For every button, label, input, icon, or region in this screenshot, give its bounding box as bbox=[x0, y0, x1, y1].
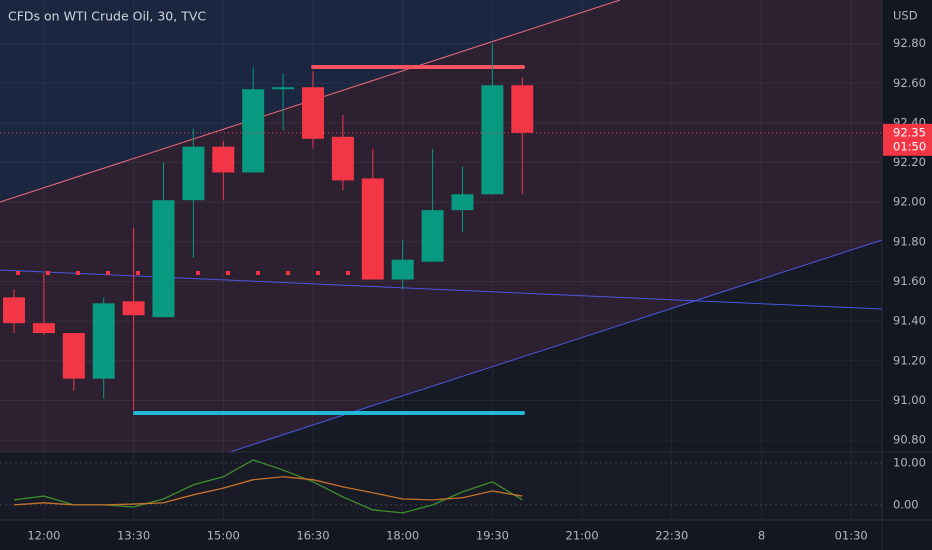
last-price-label: 92.35 bbox=[893, 125, 926, 139]
y-tick-label: 91.40 bbox=[893, 314, 926, 328]
x-tick-label: 15:00 bbox=[207, 529, 240, 543]
candle-body bbox=[361, 178, 384, 280]
candle-body bbox=[331, 136, 354, 181]
y-tick-label: 91.60 bbox=[893, 274, 926, 288]
candle-body bbox=[421, 210, 444, 262]
trend-line bbox=[0, 269, 883, 310]
currency: USD bbox=[893, 9, 918, 23]
candle-body bbox=[62, 333, 85, 379]
x-tick-label: 18:00 bbox=[386, 529, 419, 543]
y-tick-label: 90.80 bbox=[893, 433, 926, 447]
x-tick-label: 19:30 bbox=[476, 529, 509, 543]
y-tick-label: 92.60 bbox=[893, 76, 926, 90]
candle-body bbox=[242, 89, 265, 173]
axes: 92.8092.6092.4092.2092.0091.8091.6091.40… bbox=[27, 36, 932, 543]
last-price-box bbox=[883, 123, 932, 156]
y-tick-label: 92.80 bbox=[893, 36, 926, 50]
candle-body bbox=[451, 194, 474, 211]
x-tick-label: 22:30 bbox=[655, 529, 688, 543]
y-tick-label: 92.20 bbox=[893, 155, 926, 169]
y-tick-label: 0.00 bbox=[893, 497, 919, 511]
candle-body bbox=[182, 146, 205, 201]
indicator-panel bbox=[0, 452, 882, 520]
candle-body bbox=[32, 323, 55, 334]
y-tick-label: 91.00 bbox=[893, 393, 926, 407]
x-tick-label: 12:00 bbox=[27, 529, 60, 543]
candle-body bbox=[212, 146, 235, 173]
x-tick-label: 8 bbox=[758, 529, 765, 543]
candle-body bbox=[122, 301, 145, 316]
chart-title: CFDs on WTI Crude Oil, 30, TVC bbox=[8, 9, 206, 24]
y-tick-label: 91.20 bbox=[893, 353, 926, 367]
y-tick-label: 10.00 bbox=[893, 455, 926, 469]
y-tick-label: 91.80 bbox=[893, 234, 926, 248]
channel-lower bbox=[229, 239, 883, 453]
x-tick-label: 01:30 bbox=[835, 529, 868, 543]
indicator-line bbox=[13, 476, 523, 506]
x-tick-label: 13:30 bbox=[117, 529, 150, 543]
marks bbox=[0, 43, 882, 514]
candle-body bbox=[302, 87, 324, 139]
candle-body bbox=[92, 303, 115, 379]
candle-body bbox=[481, 85, 504, 195]
y-tick-label: 92.00 bbox=[893, 195, 926, 209]
candle-body bbox=[3, 297, 25, 324]
x-tick-label: 21:00 bbox=[566, 529, 599, 543]
x-tick-label: 16:30 bbox=[296, 529, 329, 543]
countdown: 01:50 bbox=[893, 139, 926, 153]
candle-body bbox=[272, 87, 295, 90]
candle-body bbox=[511, 85, 534, 133]
candle-body bbox=[391, 259, 414, 280]
candle-body bbox=[152, 200, 175, 318]
